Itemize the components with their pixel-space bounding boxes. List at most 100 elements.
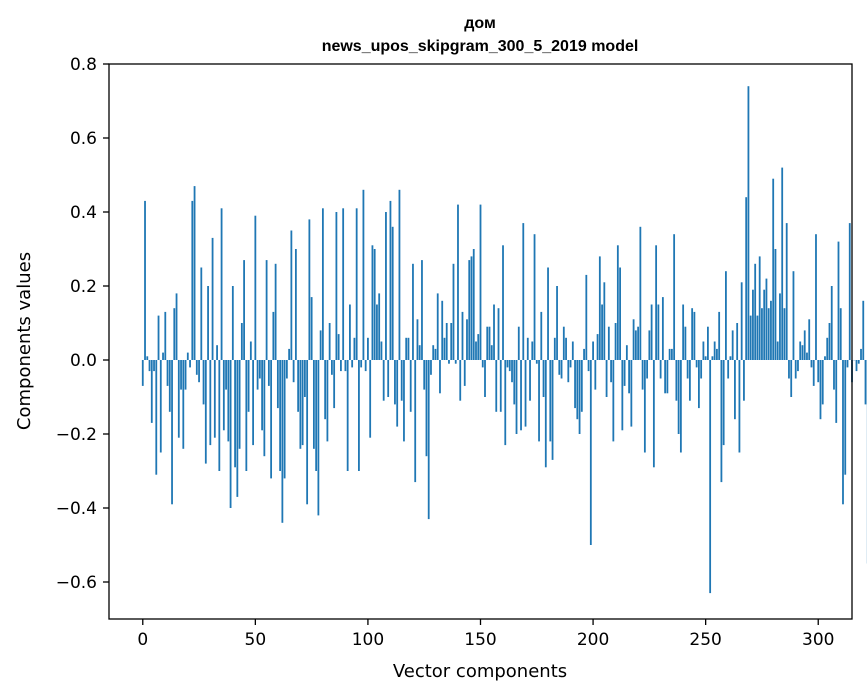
- bar: [702, 341, 705, 360]
- bar: [400, 360, 403, 401]
- bar: [369, 360, 372, 438]
- bar: [587, 360, 590, 372]
- bar: [344, 360, 347, 372]
- bar: [191, 200, 194, 360]
- bar: [328, 323, 331, 360]
- bar: [806, 352, 808, 360]
- bar: [216, 345, 218, 360]
- bar: [508, 360, 511, 372]
- bar: [412, 263, 414, 360]
- bar: [441, 300, 444, 360]
- bar: [353, 337, 356, 360]
- bar: [180, 360, 182, 390]
- bar: [632, 319, 635, 360]
- bar: [360, 360, 363, 368]
- y-tick-label: 0.6: [70, 129, 97, 149]
- bar: [267, 360, 270, 386]
- bar: [774, 249, 777, 360]
- bar: [450, 323, 453, 360]
- bar: [472, 249, 475, 360]
- bar: [569, 360, 572, 368]
- bar: [734, 360, 736, 420]
- bar: [380, 341, 383, 360]
- bar: [459, 360, 462, 401]
- bar: [864, 360, 867, 405]
- bar: [758, 256, 761, 360]
- bar: [589, 360, 592, 545]
- bar: [155, 360, 158, 475]
- bar: [664, 360, 667, 394]
- bar: [857, 360, 860, 364]
- bar: [468, 260, 471, 360]
- bar: [547, 267, 549, 360]
- bar: [817, 360, 820, 383]
- bar: [186, 352, 189, 360]
- bar: [236, 360, 239, 497]
- bar: [164, 311, 167, 360]
- y-tick-label: −0.4: [56, 499, 97, 519]
- x-axis-label: Vector components: [393, 661, 567, 682]
- x-tick-label: 100: [352, 630, 384, 650]
- bar: [601, 304, 603, 360]
- bar: [303, 360, 306, 397]
- bar: [358, 360, 360, 471]
- bar: [797, 360, 799, 372]
- y-tick-label: −0.2: [56, 425, 97, 445]
- bar: [592, 341, 594, 360]
- bar: [824, 356, 826, 360]
- bar: [425, 360, 428, 457]
- bar: [646, 360, 649, 379]
- bar: [198, 360, 200, 383]
- bar: [342, 208, 345, 360]
- bar: [299, 360, 302, 449]
- bar: [177, 360, 180, 438]
- bar: [707, 326, 709, 360]
- bar: [434, 348, 437, 360]
- bar: [781, 167, 784, 360]
- bar: [695, 360, 698, 368]
- bar: [335, 212, 338, 360]
- bar: [533, 234, 536, 360]
- bar: [324, 360, 327, 420]
- bar: [725, 271, 727, 360]
- bar: [731, 330, 734, 360]
- bar: [556, 286, 558, 360]
- bar: [432, 345, 435, 360]
- bar: [189, 360, 191, 368]
- bar: [803, 330, 806, 360]
- bar: [785, 223, 788, 360]
- bar: [761, 308, 763, 360]
- bar: [202, 360, 205, 405]
- bar: [821, 360, 824, 405]
- bar: [349, 304, 351, 360]
- bar: [738, 360, 741, 453]
- bar: [808, 319, 811, 360]
- y-axis-label: Components values: [14, 252, 35, 430]
- bar: [414, 360, 417, 483]
- bar: [788, 360, 790, 379]
- bar: [418, 345, 421, 360]
- bar: [229, 360, 232, 508]
- bar: [574, 360, 576, 409]
- bar: [245, 360, 248, 471]
- bar: [294, 249, 297, 360]
- bar: [520, 360, 522, 431]
- bar: [598, 256, 601, 360]
- bar: [290, 230, 293, 360]
- bar: [436, 293, 439, 360]
- bar: [837, 241, 840, 360]
- bar: [238, 360, 241, 449]
- bar: [405, 337, 408, 360]
- bar: [310, 297, 313, 360]
- bar: [171, 360, 173, 505]
- bar: [355, 208, 358, 360]
- bar: [691, 308, 694, 360]
- bar: [470, 256, 473, 360]
- bar: [614, 323, 617, 360]
- bar: [515, 360, 518, 434]
- bar: [643, 360, 646, 453]
- bar: [173, 308, 176, 360]
- bar: [502, 245, 504, 360]
- x-tick-label: 200: [577, 630, 609, 650]
